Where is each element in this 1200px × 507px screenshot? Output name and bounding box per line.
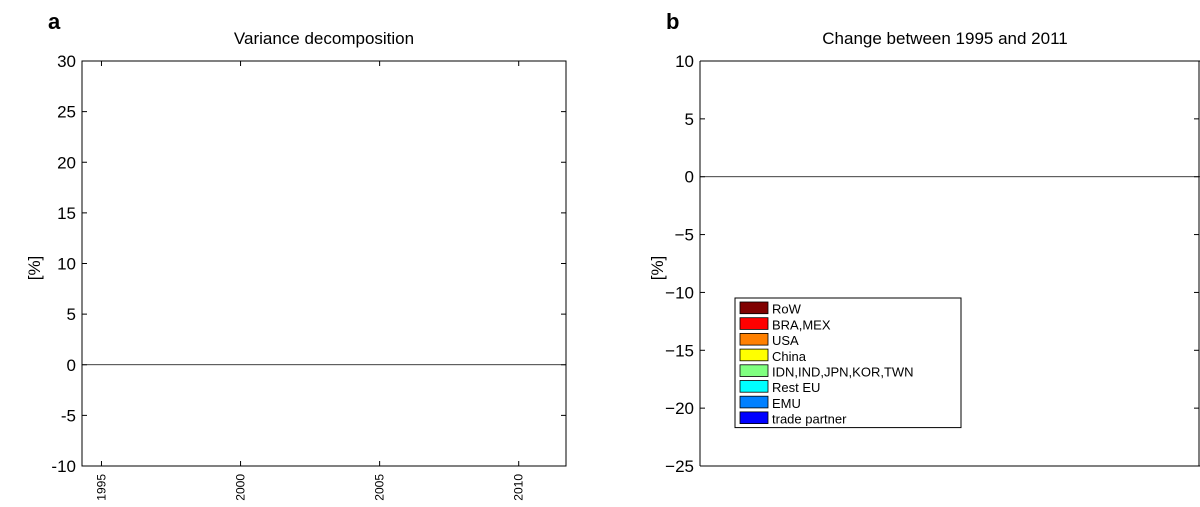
ytick-label-b: −15 xyxy=(665,341,694,360)
xtick-label-a: 2010 xyxy=(512,474,526,501)
legend-swatch-idn-ind-jpn-kor-twn xyxy=(739,364,769,377)
ytick-label-b: −25 xyxy=(665,457,694,476)
ytick-label-a: 15 xyxy=(57,204,76,223)
variance-decomposition-chart: a Variance decomposition -10 -5 0 5 10 15 20 25… xyxy=(25,9,567,501)
xtick-label-a: 1995 xyxy=(94,474,108,501)
ytick-label-a: 25 xyxy=(57,103,76,122)
xtick-label-a: 2005 xyxy=(373,474,387,501)
ytick-label-b: −20 xyxy=(665,399,694,418)
ytick-label-b: 0 xyxy=(685,168,694,187)
ytick-label-a: 10 xyxy=(57,255,76,274)
change-chart: b Change between 1995 and 2011 −25 −20 −15… xyxy=(648,9,1200,476)
legend-label-row: RoW xyxy=(772,302,802,317)
legend-label-usa: USA xyxy=(772,333,799,348)
legend-label-emu: EMU xyxy=(772,396,801,411)
plot-area-a xyxy=(82,61,566,466)
chart-title-b: Change between 1995 and 2011 xyxy=(822,29,1067,48)
legend-swatch-rest-eu xyxy=(739,380,769,393)
ytick-label-b: −10 xyxy=(665,283,694,302)
legend-swatch-row xyxy=(739,301,769,315)
xtick-label-a: 2000 xyxy=(234,474,248,501)
chart-title-a: Variance decomposition xyxy=(234,29,414,48)
legend-swatch-trade-partner xyxy=(739,411,769,424)
ytick-label-b: −5 xyxy=(675,226,694,245)
ytick-label-b: 10 xyxy=(675,52,694,71)
legend-swatch-emu xyxy=(739,395,769,409)
ytick-label-a: -10 xyxy=(51,457,76,476)
ytick-label-a: 30 xyxy=(57,52,76,71)
ytick-label-b: 5 xyxy=(685,110,694,129)
panel-letter-b: b xyxy=(666,9,679,34)
legend-swatch-usa xyxy=(739,332,769,346)
legend-label-rest-eu: Rest EU xyxy=(772,380,820,395)
axes-a: -10 -5 0 5 10 15 20 25 30 1995 2000 2005 2010 xyxy=(51,52,567,501)
legend-label-trade-partner: trade partner xyxy=(772,412,847,427)
legend-swatch-bra-mex xyxy=(739,317,769,330)
legend-swatch-china xyxy=(739,348,769,362)
legend-label-bra-mex: BRA,MEX xyxy=(772,317,831,332)
ytick-label-a: 20 xyxy=(57,153,76,172)
ytick-label-a: -5 xyxy=(61,406,76,425)
y-axis-label-a: [%] xyxy=(25,256,44,281)
legend-label-idn-ind-jpn-kor-twn: IDN,IND,JPN,KOR,TWN xyxy=(772,365,914,380)
legend-box xyxy=(734,297,962,429)
legend-b: RoWBRA,MEXUSAChinaIDN,IND,JPN,KOR,TWNRes… xyxy=(734,297,962,429)
legend-label-china: China xyxy=(772,349,807,364)
ytick-label-a: 5 xyxy=(67,305,76,324)
ytick-label-a: 0 xyxy=(67,356,76,375)
y-axis-label-b: [%] xyxy=(648,256,667,281)
panel-letter-a: a xyxy=(48,9,61,34)
